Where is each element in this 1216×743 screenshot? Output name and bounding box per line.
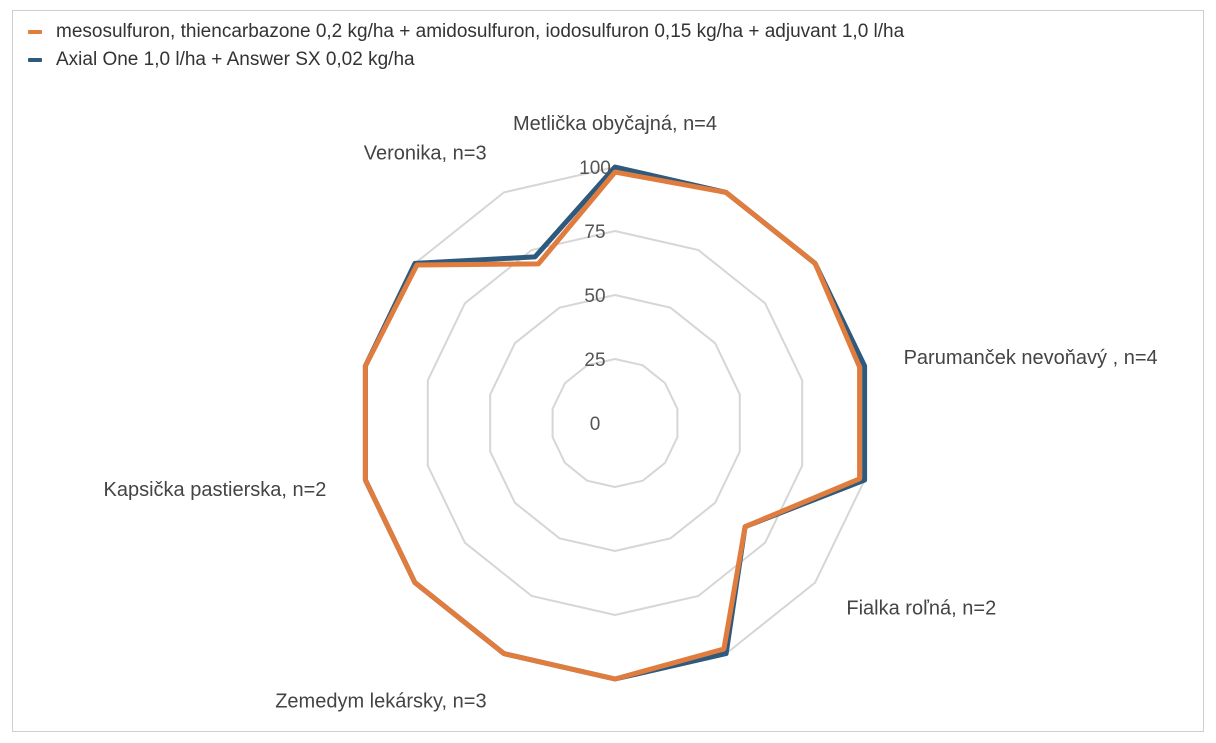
tick-label-50: 50	[584, 286, 605, 307]
tick-label-25: 25	[584, 350, 605, 371]
tick-label-0: 0	[590, 414, 601, 435]
category-label-5: Fialka roľná, n=2	[846, 598, 996, 620]
tick-label-100: 100	[579, 158, 611, 179]
category-label-8: Zemedym lekársky, n=3	[275, 691, 486, 713]
legend-label: Axial One 1,0 l/ha + Answer SX 0,02 kg/h…	[56, 49, 415, 70]
legend-swatch-blue	[28, 58, 42, 62]
legend-label: mesosulfuron, thiencarbazone 0,2 kg/ha +…	[56, 21, 905, 42]
series-line-1[interactable]	[362, 169, 863, 682]
legend-item-mesosulfuron[interactable]: mesosulfuron, thiencarbazone 0,2 kg/ha +…	[28, 18, 904, 46]
chart-frame	[12, 10, 1204, 732]
grid-ring-75	[426, 229, 804, 617]
legend: mesosulfuron, thiencarbazone 0,2 kg/ha +…	[28, 18, 904, 74]
legend-item-axial-one[interactable]: Axial One 1,0 l/ha + Answer SX 0,02 kg/h…	[28, 46, 904, 74]
grid-ring-25	[551, 357, 679, 489]
category-label-13: Veronika, n=3	[364, 142, 487, 164]
legend-swatch-orange	[28, 30, 42, 34]
category-label-0: Metlička obyčajná, n=4	[513, 113, 717, 135]
grid-ring-50	[489, 293, 741, 553]
category-label-3: Parumanček nevoňavý , n=4	[904, 347, 1158, 369]
tick-label-75: 75	[584, 222, 605, 243]
category-label-10: Kapsička pastierska, n=2	[103, 479, 326, 501]
